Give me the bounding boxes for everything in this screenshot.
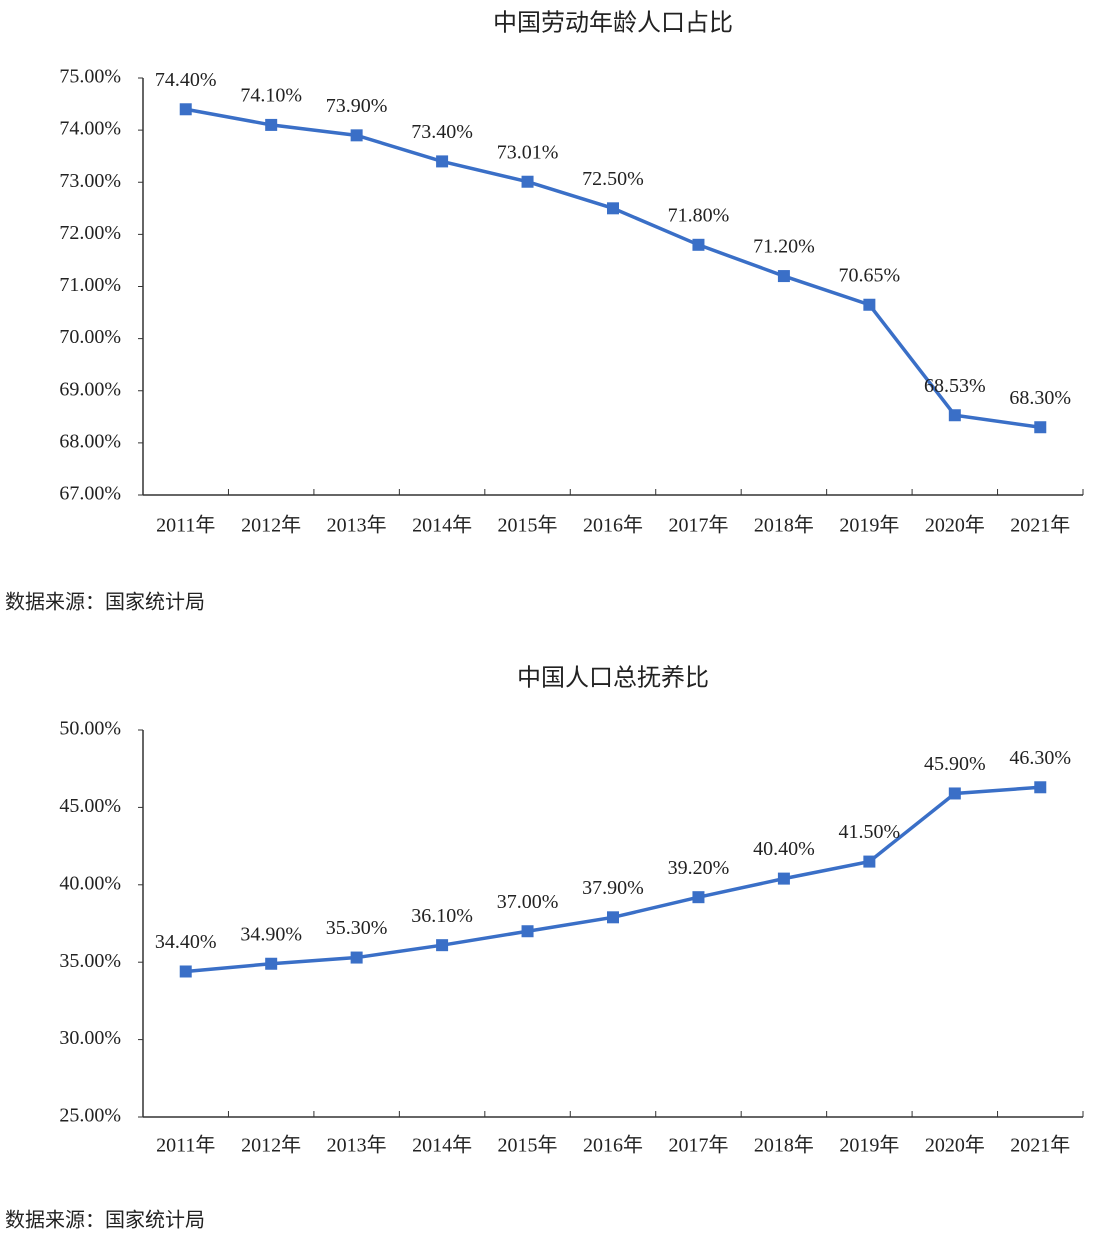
marker xyxy=(1034,781,1047,794)
y-tick-label: 68.00% xyxy=(59,430,121,452)
y-tick-label: 30.00% xyxy=(59,1027,121,1049)
data-label: 34.90% xyxy=(240,923,302,945)
data-label: 37.00% xyxy=(497,891,559,913)
data-label: 74.10% xyxy=(240,85,302,107)
data-label: 45.90% xyxy=(924,753,986,775)
x-tick-label: 2021年 xyxy=(1010,1134,1070,1157)
x-tick-label: 2019年 xyxy=(839,1134,899,1157)
x-tick-label: 2014年 xyxy=(412,1134,472,1157)
data-label: 41.50% xyxy=(839,821,901,843)
line xyxy=(185,107,1041,429)
x-tick-label: 2015年 xyxy=(498,1134,558,1157)
data-label: 68.53% xyxy=(924,375,986,397)
x-tick-label: 2012年 xyxy=(241,1134,301,1157)
x-tick-label: 2011年 xyxy=(156,514,215,537)
y-tick-label: 71.00% xyxy=(59,274,121,296)
marker xyxy=(350,951,363,964)
marker xyxy=(1034,421,1047,434)
marker xyxy=(436,155,449,168)
marker xyxy=(521,925,534,938)
data-label: 71.80% xyxy=(668,204,730,226)
marker xyxy=(179,103,192,116)
y-tick-label: 40.00% xyxy=(59,872,121,894)
x-tick-label: 2011年 xyxy=(156,1134,215,1157)
marker xyxy=(521,175,534,188)
x-tick-label: 2016年 xyxy=(583,514,643,537)
data-label: 40.40% xyxy=(753,838,815,860)
data-label: 72.50% xyxy=(582,168,644,190)
y-tick-label: 45.00% xyxy=(59,795,121,817)
y-tick-label: 35.00% xyxy=(59,950,121,972)
marker xyxy=(265,957,278,970)
source-note: 数据来源：国家统计局 xyxy=(5,591,205,614)
y-tick-label: 67.00% xyxy=(59,483,121,505)
x-tick-label: 2017年 xyxy=(668,514,728,537)
data-label: 73.40% xyxy=(411,121,473,143)
x-tick-label: 2016年 xyxy=(583,1134,643,1157)
x-tick-label: 2015年 xyxy=(498,514,558,537)
chart-title: 中国人口总抚养比 xyxy=(517,665,709,692)
data-label: 46.30% xyxy=(1009,747,1071,769)
data-label: 36.10% xyxy=(411,905,473,927)
marker xyxy=(948,787,961,800)
x-tick-label: 2020年 xyxy=(925,1134,985,1157)
marker xyxy=(948,409,961,422)
x-tick-label: 2012年 xyxy=(241,514,301,537)
x-tick-label: 2013年 xyxy=(327,514,387,537)
marker xyxy=(436,939,449,952)
y-tick-label: 75.00% xyxy=(59,66,121,88)
data-label: 34.40% xyxy=(155,931,217,953)
x-tick-label: 2017年 xyxy=(668,1134,728,1157)
y-tick-label: 73.00% xyxy=(59,170,121,192)
marker xyxy=(863,298,876,311)
x-tick-label: 2018年 xyxy=(754,514,814,537)
marker xyxy=(350,129,363,142)
marker xyxy=(179,965,192,978)
y-tick-label: 25.00% xyxy=(59,1105,121,1127)
marker xyxy=(692,891,705,904)
data-label: 73.01% xyxy=(497,141,559,163)
x-tick-label: 2013年 xyxy=(327,1134,387,1157)
x-tick-label: 2018年 xyxy=(754,1134,814,1157)
marker xyxy=(863,855,876,868)
data-label: 73.90% xyxy=(326,95,388,117)
marker xyxy=(777,872,790,885)
marker xyxy=(692,238,705,251)
data-label: 74.40% xyxy=(155,69,217,91)
y-tick-label: 69.00% xyxy=(59,378,121,400)
x-tick-label: 2021年 xyxy=(1010,514,1070,537)
data-label: 71.20% xyxy=(753,236,815,258)
x-tick-label: 2019年 xyxy=(839,514,899,537)
source-note: 数据来源：国家统计局 xyxy=(5,1209,205,1232)
marker xyxy=(607,202,619,215)
x-tick-label: 2014年 xyxy=(412,514,472,537)
y-tick-label: 70.00% xyxy=(59,326,121,348)
chart-title: 中国劳动年龄人口占比 xyxy=(493,10,733,37)
data-label: 37.90% xyxy=(582,877,644,899)
marker xyxy=(607,911,619,924)
x-tick-label: 2020年 xyxy=(925,514,985,537)
y-tick-label: 74.00% xyxy=(59,118,121,140)
data-label: 68.30% xyxy=(1009,387,1071,409)
y-tick-label: 72.00% xyxy=(59,222,121,244)
data-label: 39.20% xyxy=(668,857,730,879)
data-label: 70.65% xyxy=(839,264,901,286)
marker xyxy=(265,118,278,131)
y-tick-label: 50.00% xyxy=(59,718,121,740)
marker xyxy=(777,270,790,283)
data-label: 35.30% xyxy=(326,917,388,939)
